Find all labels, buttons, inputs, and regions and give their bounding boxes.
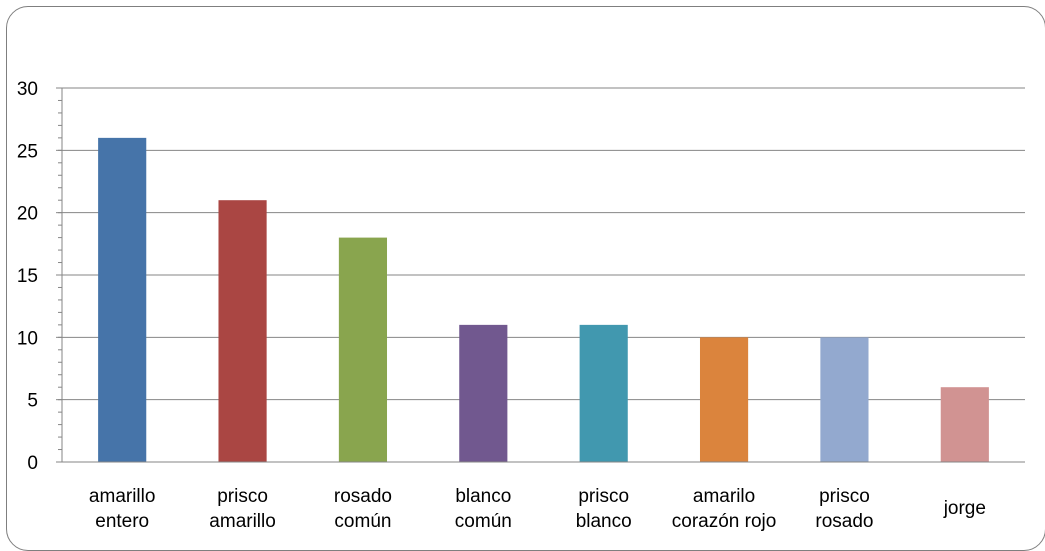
x-axis-category-labels: amarillo entero prisco amarillo rosado común b… bbox=[89, 486, 986, 532]
gridlines bbox=[56, 87, 1025, 463]
bar bbox=[940, 387, 989, 462]
y-tick-label: 30 bbox=[17, 79, 38, 100]
bar bbox=[98, 137, 147, 462]
x-category-label: jorge bbox=[943, 498, 986, 519]
x-category-label: amarilo corazón rojo bbox=[672, 486, 777, 532]
x-category-label: amarillo entero bbox=[89, 486, 156, 532]
chart-frame bbox=[6, 6, 1045, 551]
bar bbox=[218, 200, 267, 462]
y-tick-label: 5 bbox=[27, 391, 38, 412]
bar bbox=[459, 324, 508, 462]
y-tick-label: 0 bbox=[27, 453, 38, 474]
x-category-label: prisco amarillo bbox=[209, 486, 276, 532]
bar bbox=[820, 337, 869, 462]
y-axis-minor-ticks bbox=[58, 87, 62, 463]
y-tick-label: 25 bbox=[17, 141, 38, 162]
bar bbox=[699, 337, 749, 462]
y-tick-label: 20 bbox=[17, 204, 38, 225]
x-category-label: prisco rosado bbox=[815, 486, 873, 532]
x-category-label: rosado común bbox=[334, 486, 392, 532]
y-tick-label: 10 bbox=[17, 328, 38, 349]
y-axis-tick-labels: 0 5 10 15 20 25 30 bbox=[17, 79, 38, 474]
bar bbox=[338, 237, 388, 462]
y-tick-label: 15 bbox=[17, 266, 38, 287]
x-category-label: blanco común bbox=[455, 486, 512, 532]
bar bbox=[579, 324, 628, 462]
x-category-label: prisco blanco bbox=[576, 486, 632, 532]
bars bbox=[98, 137, 989, 462]
